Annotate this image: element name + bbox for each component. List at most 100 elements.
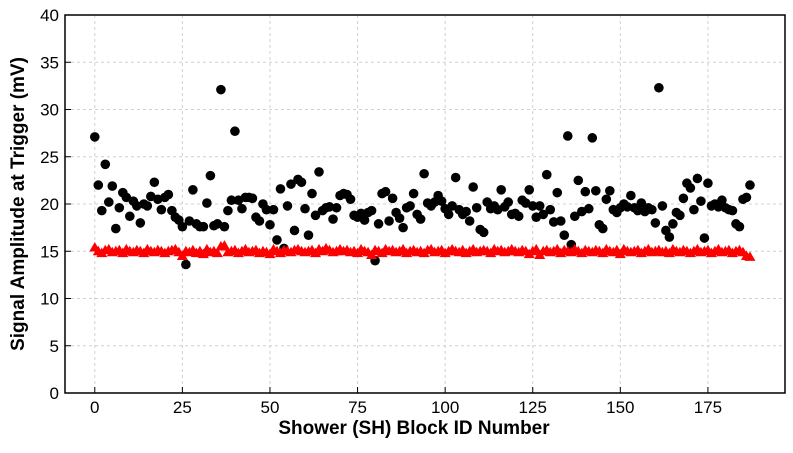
y-tick-label: 0 (50, 384, 59, 403)
point (692, 173, 703, 184)
point (247, 193, 258, 204)
point (163, 189, 174, 200)
point (503, 197, 514, 207)
point (559, 230, 570, 240)
point (380, 186, 391, 197)
point (103, 197, 114, 207)
point (569, 211, 580, 222)
point (300, 203, 310, 214)
point (310, 210, 321, 221)
point (286, 179, 296, 189)
point (696, 196, 706, 206)
point (149, 177, 160, 188)
x-tick-label: 150 (606, 398, 634, 417)
point (156, 204, 167, 215)
point (282, 201, 293, 211)
point (633, 205, 643, 216)
point (685, 183, 696, 193)
x-tick-label: 0 (90, 398, 99, 417)
point (734, 221, 745, 232)
point (703, 178, 713, 189)
point (745, 180, 755, 190)
point (177, 221, 188, 232)
point (328, 214, 338, 224)
y-tick-label: 25 (40, 148, 59, 167)
x-tick-label: 125 (519, 398, 547, 417)
point (121, 192, 132, 203)
point (324, 202, 335, 212)
point (384, 216, 394, 226)
point (654, 82, 664, 93)
point (548, 217, 559, 227)
point (237, 203, 247, 214)
point (657, 201, 668, 211)
point (668, 219, 678, 229)
point (359, 215, 370, 225)
point (226, 195, 237, 206)
point (223, 205, 233, 216)
point (647, 204, 657, 215)
y-tick-label: 15 (40, 242, 59, 261)
point (219, 221, 230, 232)
point (272, 235, 282, 245)
point (202, 198, 212, 208)
point (591, 185, 601, 196)
y-tick-label: 30 (40, 101, 59, 120)
point (100, 159, 111, 170)
point (303, 230, 314, 240)
point (555, 216, 566, 226)
point (598, 223, 608, 234)
point (265, 219, 275, 230)
point (205, 170, 216, 181)
point (366, 205, 377, 216)
point (461, 206, 471, 217)
y-axis-label: Signal Amplitude at Trigger (mV) (8, 57, 29, 351)
point (216, 84, 226, 95)
point (587, 133, 598, 143)
point (415, 214, 426, 224)
point (664, 232, 675, 242)
x-tick-label: 25 (173, 398, 192, 417)
point (96, 205, 107, 216)
x-axis-label: Shower (SH) Block ID Number (278, 418, 550, 439)
point (289, 225, 300, 236)
point (626, 190, 636, 201)
point (230, 126, 240, 137)
point (478, 227, 489, 238)
y-tick-label: 35 (40, 53, 59, 72)
point (741, 192, 752, 203)
y-tick-label: 10 (40, 290, 59, 309)
point (218, 240, 230, 250)
point (135, 218, 146, 228)
point (468, 182, 478, 192)
point (254, 216, 265, 226)
point (717, 195, 727, 206)
point (496, 185, 507, 195)
x-tick-label: 100 (431, 398, 459, 417)
point (545, 204, 556, 215)
point (727, 205, 738, 216)
point (524, 185, 535, 195)
point (125, 211, 135, 222)
point (188, 185, 198, 195)
point (650, 218, 661, 228)
point (622, 202, 633, 212)
point (678, 193, 689, 204)
point (398, 222, 408, 233)
point (387, 193, 398, 204)
point (573, 175, 584, 186)
point (111, 223, 121, 234)
point (443, 209, 454, 220)
point (93, 180, 104, 190)
point (464, 216, 475, 226)
point (699, 233, 710, 243)
point (261, 204, 272, 215)
point (181, 259, 191, 270)
point (314, 167, 324, 177)
point (142, 201, 153, 211)
point (744, 251, 756, 261)
y-tick-label: 5 (50, 337, 59, 356)
point (583, 203, 594, 214)
point (436, 196, 447, 206)
